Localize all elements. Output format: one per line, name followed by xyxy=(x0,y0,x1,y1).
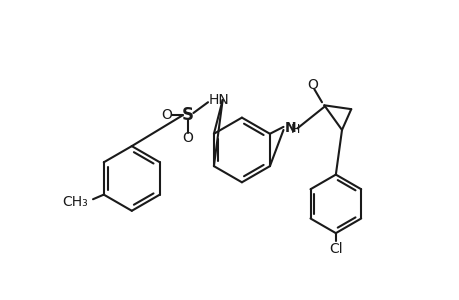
Text: O: O xyxy=(182,130,193,145)
Text: N: N xyxy=(284,122,295,135)
Text: Cl: Cl xyxy=(328,242,342,256)
Text: HN: HN xyxy=(208,93,229,107)
Text: S: S xyxy=(182,106,194,124)
Text: H: H xyxy=(291,123,300,136)
Text: CH₃: CH₃ xyxy=(62,195,88,209)
Text: O: O xyxy=(161,108,172,122)
Text: O: O xyxy=(307,77,318,92)
